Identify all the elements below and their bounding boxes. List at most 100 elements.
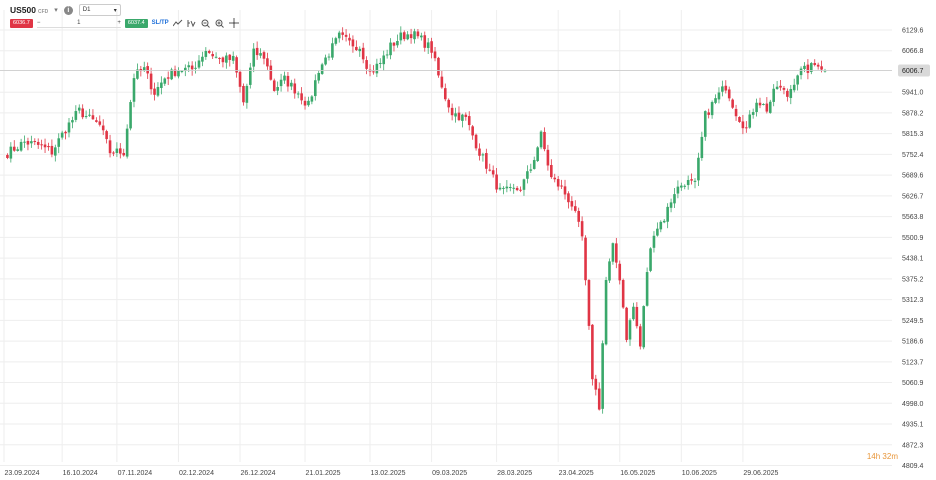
candle: [662, 218, 666, 224]
candle: [50, 139, 54, 158]
candle: [666, 203, 669, 229]
candle: [621, 278, 625, 309]
candle: [467, 111, 471, 131]
candle: [81, 104, 84, 120]
time-axis[interactable]: 23.09.2024 16.10.2024 07.11.2024 02.12.2024…: [4, 470, 778, 477]
x-tick-label: 16.10.2024: [63, 470, 98, 477]
candle: [197, 55, 201, 70]
candle: [471, 125, 474, 140]
candle: [751, 108, 755, 119]
info-icon[interactable]: i: [63, 5, 73, 15]
candle: [686, 175, 690, 190]
sell-button[interactable]: 6036.7: [10, 18, 33, 28]
candle: [447, 98, 451, 113]
candle: [177, 67, 180, 79]
zoom-in-icon[interactable]: [215, 18, 225, 28]
indicator-icon[interactable]: [187, 18, 197, 28]
y-tick-label: 5375.2: [902, 276, 924, 283]
candle: [54, 144, 57, 162]
candle: [642, 305, 645, 350]
candle: [433, 46, 437, 62]
price-axis[interactable]: 6129.6 6066.8 5941.0 5878.2 5815.3 5752.4 5689…: [902, 28, 924, 471]
candle: [406, 31, 409, 41]
candle: [420, 32, 423, 41]
candle: [584, 235, 587, 286]
candle: [153, 82, 156, 101]
line-chart-icon[interactable]: [172, 18, 183, 28]
candle: [618, 260, 622, 285]
y-tick-label: 6129.6: [902, 28, 924, 35]
zoom-out-icon[interactable]: [201, 18, 211, 28]
candle: [194, 61, 197, 74]
candle: [71, 116, 74, 129]
candle: [221, 56, 225, 68]
candle: [741, 115, 745, 135]
candle: [262, 50, 266, 65]
candle: [748, 110, 752, 129]
chart-header: US500 CFD ▾ i D1 ▾: [10, 3, 121, 17]
symbol-type: CFD: [38, 9, 49, 15]
candle: [628, 318, 632, 346]
timeframe-select[interactable]: D1 ▾: [78, 4, 121, 16]
quantity-value[interactable]: 1: [77, 19, 81, 26]
candle: [207, 49, 211, 54]
candle: [423, 31, 427, 52]
candle: [204, 47, 208, 60]
candle: [266, 52, 269, 70]
candle: [392, 41, 396, 52]
candle: [508, 183, 512, 192]
symbol-name[interactable]: US500 CFD: [10, 5, 49, 15]
candle: [734, 104, 738, 121]
y-tick-label: 5752.4: [902, 152, 924, 159]
candle: [792, 78, 796, 93]
candle: [238, 69, 242, 93]
candle: [337, 30, 341, 43]
candle: [57, 133, 61, 154]
candle: [43, 138, 47, 153]
y-tick-label: 5626.7: [902, 193, 924, 200]
x-tick-label: 23.04.2025: [559, 470, 594, 477]
candle: [464, 112, 468, 121]
candle: [36, 138, 40, 149]
y-tick-label: 4935.1: [902, 422, 924, 429]
candle: [683, 184, 687, 190]
candle: [358, 46, 362, 57]
x-tick-label: 29.06.2025: [743, 470, 778, 477]
candle: [570, 196, 574, 211]
candle: [399, 26, 403, 45]
candle: [64, 130, 67, 140]
candle: [40, 139, 43, 150]
candle: [286, 72, 290, 92]
candle: [416, 28, 420, 39]
candle: [587, 279, 591, 330]
candle: [772, 84, 775, 107]
candle: [440, 70, 444, 89]
x-tick-label: 28.03.2025: [497, 470, 532, 477]
candle-countdown: 14h 32m: [866, 452, 898, 461]
increase-button[interactable]: +: [117, 19, 121, 26]
crosshair-icon[interactable]: [228, 18, 239, 28]
candle: [526, 165, 529, 184]
candle: [563, 179, 567, 200]
candle: [597, 382, 601, 411]
quantity-stepper[interactable]: − 1 +: [36, 18, 121, 28]
buy-button[interactable]: 6037.4: [124, 18, 148, 28]
candle: [604, 276, 608, 346]
candle: [632, 302, 635, 321]
chevron-down-icon[interactable]: ▾: [54, 7, 58, 14]
sl-tp-button[interactable]: SL/TP: [151, 20, 169, 26]
decrease-button[interactable]: −: [36, 19, 41, 26]
candle: [30, 135, 33, 148]
y-tick-label: 4809.4: [902, 463, 924, 470]
candle: [779, 79, 782, 91]
candle: [218, 57, 221, 65]
candle: [816, 62, 820, 70]
candle: [170, 67, 173, 81]
y-tick-label: 5186.6: [902, 339, 924, 346]
candle: [372, 65, 375, 75]
candle: [283, 71, 286, 84]
candle: [676, 180, 680, 199]
candle: [454, 107, 457, 123]
candle: [33, 138, 37, 146]
